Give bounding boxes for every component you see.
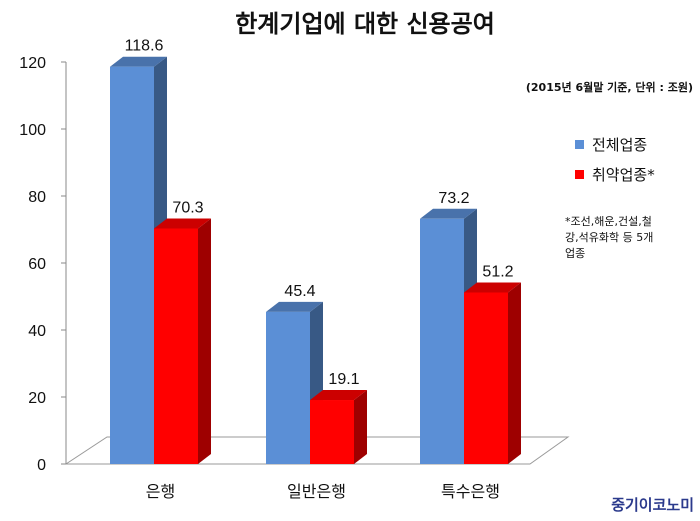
bar-side [508,282,521,464]
legend-swatch-series-1 [575,140,584,149]
bar-side [354,390,367,464]
bar-front [464,292,508,464]
x-axis-labels: 은행 일반은행 특수은행 [146,482,500,501]
bar-top [310,390,367,401]
y-tick-label: 80 [28,189,46,206]
y-tick-label: 20 [28,390,46,407]
chart-subtitle: (2015년 6월말 기준, 단위 : 조원) [526,80,693,94]
bar-top [464,282,521,293]
y-axis: 0 20 40 60 80 100 120 [19,55,67,474]
data-label-2-3: 51.2 [482,263,513,280]
data-label-1-1: 118.6 [125,38,164,55]
x-category-label: 일반은행 [287,482,346,501]
y-tick-label: 100 [19,122,46,139]
bar-top [266,301,323,312]
bar-2-1 [154,218,211,464]
y-tick-label: 120 [19,55,46,72]
bar-1-1 [110,56,167,464]
bar-2-2 [310,390,367,464]
bar-front [110,66,154,464]
bar-front [154,228,198,464]
data-label-2-2: 19.1 [328,371,359,388]
data-label-2-1: 70.3 [172,199,203,216]
y-tick-label: 40 [28,323,46,340]
footnote: *조선,해운,건설,철 강,석유화학 등 5개 업종 [565,214,653,260]
legend-label-series-2: 취약업종* [592,166,655,184]
chart-title: 한계기업에 대한 신용공여 [235,10,495,38]
bar-top [420,208,477,219]
bar-side [198,218,211,464]
data-label-1-2: 45.4 [284,283,315,300]
legend-label-series-1: 전체업종 [592,136,647,154]
y-tick-label: 0 [37,457,46,474]
footnote-line-3: 업종 [565,247,585,260]
legend-swatch-series-2 [575,170,584,179]
y-tick-label: 60 [28,256,46,273]
bar-top [110,56,167,67]
footnote-line-1: *조선,해운,건설,철 [565,214,652,228]
x-category-label: 특수은행 [441,482,500,501]
data-labels: 118.6 70.3 45.4 19.1 73.2 51.2 [125,38,514,388]
bar-front [420,218,464,464]
bar-front [310,400,354,464]
data-label-1-3: 73.2 [438,190,469,207]
bar-top [154,218,211,229]
legend: 전체업종 취약업종* [575,136,655,184]
bars [110,56,521,464]
footnote-line-2: 강,석유화학 등 5개 [565,231,653,244]
brand-logo-text: 중기이코노미 [611,496,694,514]
x-category-label: 은행 [146,482,175,501]
bar-2-3 [464,282,521,464]
bar-front [266,311,310,464]
